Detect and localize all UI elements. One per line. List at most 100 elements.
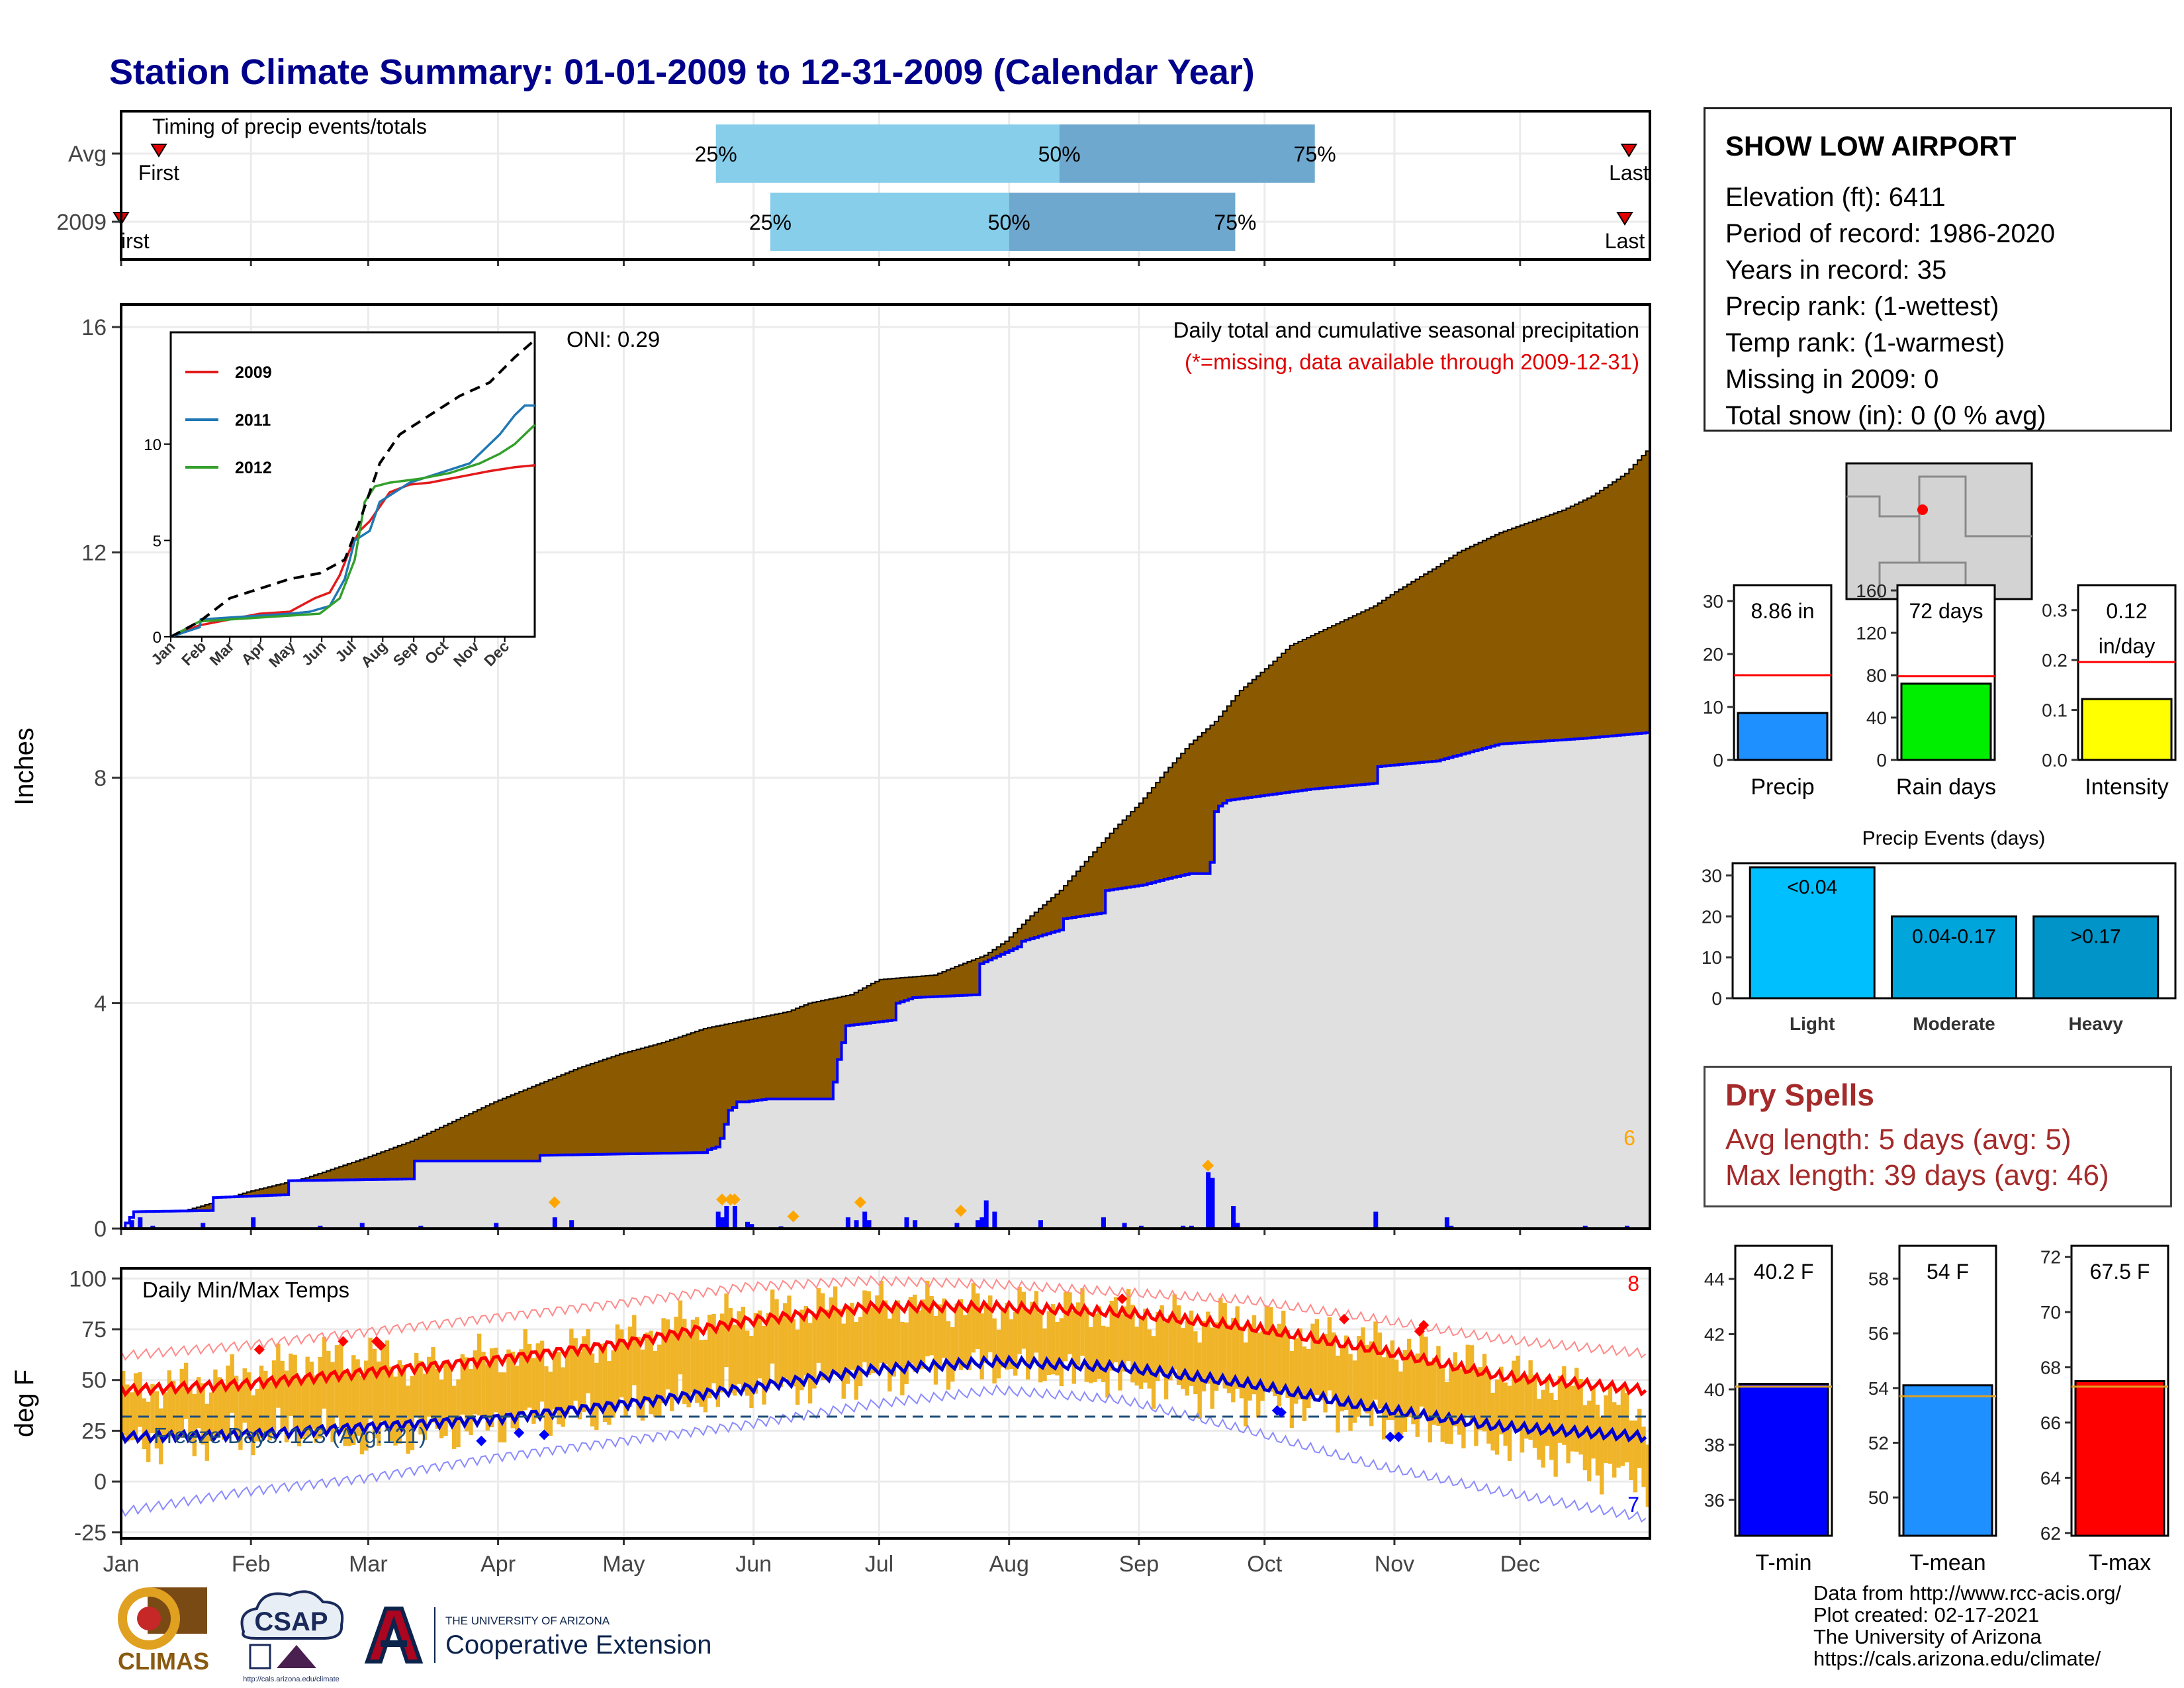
temp-daily-bar (1113, 1297, 1118, 1362)
cum-daily-bar (715, 1211, 721, 1229)
temp-daily-bar (259, 1365, 264, 1438)
temp-daily-bar (1226, 1324, 1232, 1393)
temp-daily-bar (1465, 1344, 1470, 1415)
temp-daily-bar (557, 1352, 561, 1425)
tmax-y-tick-label: 66 (2040, 1413, 2061, 1433)
temp-daily-bar (251, 1395, 255, 1456)
locator-map-borders (1846, 475, 2032, 599)
cum-daily-bar (724, 1205, 729, 1229)
temp-daily-bar (1482, 1354, 1487, 1432)
temp-daily-bar (602, 1343, 608, 1423)
temp-daily-bar (238, 1384, 243, 1450)
temp-daily-bar (1281, 1311, 1286, 1389)
temp-daily-bar (661, 1318, 666, 1403)
precip_total-y-tick-label: 30 (1703, 591, 1723, 612)
rain_days-value-label: 72 days (1909, 599, 1983, 623)
tmin-y-tick-label: 40 (1704, 1380, 1725, 1400)
temp-daily-bar (494, 1347, 498, 1413)
temp-daily-bar (1042, 1328, 1047, 1382)
precip-events-y-tick-label: 20 (1702, 906, 1722, 927)
temp-daily-bar (1361, 1327, 1365, 1408)
timing-bar-late (1009, 193, 1236, 251)
temp-daily-bar (900, 1321, 905, 1395)
summary-bar-charts: 0 10 20 30 8.86 in Precip 0 40 80 120 160 72 days Ra… (1702, 462, 2177, 1575)
tmax-y-tick-label: 68 (2040, 1358, 2061, 1378)
temp-daily-bar (552, 1350, 557, 1409)
ua-logo-a (364, 1607, 424, 1664)
temp-daily-bar (1017, 1286, 1022, 1354)
temp-daily-bar (1440, 1364, 1445, 1442)
temp-daily-bar (573, 1338, 578, 1401)
temp-daily-bar (1218, 1297, 1223, 1380)
temp-daily-bar (1424, 1336, 1428, 1414)
temp-daily-bar (1570, 1385, 1575, 1452)
temp-daily-bar (510, 1351, 515, 1429)
inset-frame (169, 331, 536, 638)
cum-daily-bar (494, 1223, 499, 1229)
temp-daily-bar (1474, 1368, 1479, 1446)
temp-record-high-marker (1116, 1293, 1128, 1305)
cum-daily-bar (733, 1205, 737, 1229)
inset-x-tick-label: Sep (389, 637, 421, 669)
temp-record-high-marker (375, 1340, 387, 1351)
temp-daily-bar (293, 1354, 297, 1432)
temp-daily-bar (481, 1351, 486, 1418)
timing-row-label: Avg (68, 142, 107, 167)
temp-daily-bar (1352, 1360, 1357, 1423)
timing-pct-label: 50% (988, 211, 1030, 234)
temp-daily-bar (1453, 1352, 1457, 1427)
temp-daily-bar (711, 1313, 716, 1383)
temp-daily-bar (1080, 1288, 1085, 1356)
timing-last-marker (1616, 212, 1633, 226)
temp-daily-bar (1587, 1400, 1592, 1481)
temp-daily-bar (1377, 1332, 1383, 1409)
temp-daily-bar (791, 1319, 796, 1387)
temp-daily-bar (682, 1319, 687, 1404)
temp-daily-bar (1486, 1371, 1491, 1444)
temp-record-high-marker (1339, 1313, 1349, 1325)
cum-daily-bar (720, 1217, 725, 1229)
temp-record-low-marker (1393, 1431, 1404, 1442)
temp-daily-bar (171, 1380, 176, 1438)
temp-daily-bar (1156, 1311, 1160, 1382)
tmax-value-label: 67.5 F (2090, 1260, 2150, 1284)
temp-daily-bar (782, 1303, 788, 1379)
temp-daily-bar (816, 1288, 821, 1363)
temp-daily-bar (514, 1366, 520, 1431)
temp-daily-bar (276, 1343, 281, 1408)
temp-daily-bar (1239, 1326, 1244, 1399)
intensity-y-tick-label: 0.1 (2042, 700, 2068, 721)
temp-daily-bar (649, 1331, 653, 1415)
temp-x-tick-label: Nov (1375, 1552, 1414, 1577)
temp-daily-bar (1520, 1376, 1525, 1453)
precip-events-y-tick-label: 0 (1711, 988, 1722, 1009)
temp-daily-bar (971, 1283, 976, 1353)
temp-daily-bar (289, 1353, 293, 1416)
cum-frame (120, 303, 1651, 1230)
cum-daily-bar (866, 1220, 872, 1229)
temp-daily-bar (314, 1375, 318, 1443)
temp-daily-bar (1251, 1315, 1257, 1395)
csap-logo-grid (249, 1644, 271, 1669)
precip_total-y-tick-label: 20 (1703, 644, 1723, 665)
rain_days-y-tick-label: 40 (1866, 708, 1887, 728)
temp-daily-bar (695, 1317, 700, 1403)
temp-x-tick-label: Aug (989, 1552, 1029, 1577)
temp-daily-bar (1612, 1402, 1617, 1478)
temp-daily-bar (908, 1297, 913, 1364)
temp-daily-bar (1130, 1304, 1135, 1383)
rain_days-y-tick-label: 160 (1856, 581, 1887, 601)
temp-daily-bar (586, 1329, 590, 1393)
temp-daily-bar (598, 1343, 603, 1408)
temp-daily-bar (1193, 1331, 1198, 1395)
temp-daily-bar (1122, 1306, 1126, 1372)
temp-daily-bar (535, 1343, 540, 1419)
timing-bar-early (715, 124, 1060, 183)
tmax-y-tick-label: 70 (2040, 1302, 2061, 1323)
temp-daily-bar (1532, 1374, 1537, 1448)
temp-daily-bar (967, 1305, 972, 1370)
temp-daily-bar (1494, 1380, 1500, 1455)
temp-daily-bar (799, 1309, 804, 1391)
inset-legend-label: 2011 (235, 411, 271, 430)
